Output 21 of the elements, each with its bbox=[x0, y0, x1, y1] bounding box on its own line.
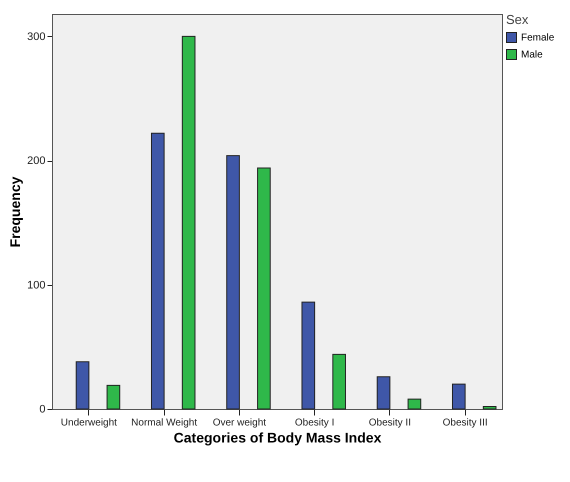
legend-label: Male bbox=[521, 50, 544, 60]
x-tick-label: Over weight bbox=[212, 418, 266, 428]
bar bbox=[408, 398, 422, 410]
x-tick-label: Obesity III bbox=[442, 418, 488, 428]
legend-title: Sex bbox=[506, 12, 529, 27]
y-axis-title: Frequency bbox=[7, 176, 24, 248]
x-tick-label: Normal Weight bbox=[131, 418, 198, 428]
x-tick-label: Obesity I bbox=[294, 418, 334, 428]
legend-label: Female bbox=[521, 32, 555, 44]
bar bbox=[257, 168, 271, 410]
y-tick-label: 300 bbox=[27, 30, 46, 43]
y-tick-label: 200 bbox=[27, 155, 46, 168]
y-tick-label: 0 bbox=[39, 404, 46, 416]
bar bbox=[106, 384, 120, 410]
bar bbox=[332, 354, 346, 410]
bar bbox=[182, 36, 196, 410]
bar bbox=[482, 406, 496, 410]
x-tick-label: Underweight bbox=[60, 418, 118, 428]
y-tick-label: 100 bbox=[27, 279, 46, 292]
x-tick-label: Obesity II bbox=[368, 418, 411, 428]
x-axis-title: Categories of Body Mass Index bbox=[174, 430, 382, 446]
